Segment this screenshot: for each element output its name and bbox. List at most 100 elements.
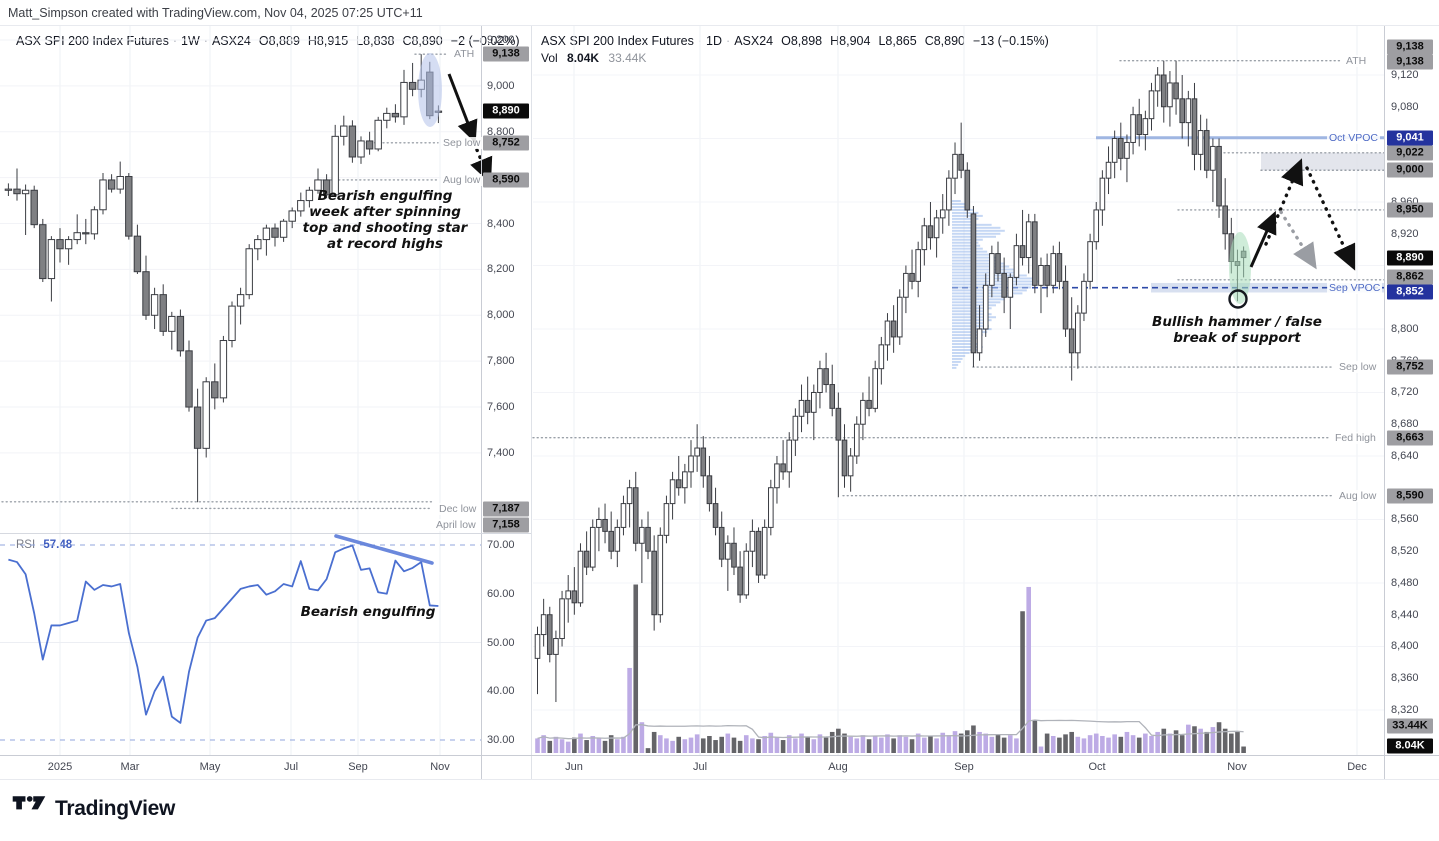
daily-month-label[interactable]: Aug	[828, 761, 848, 773]
candle	[1032, 213, 1038, 294]
weekly-month-label[interactable]: 2025	[47, 761, 73, 773]
candle-body	[159, 294, 167, 332]
candle-body	[976, 328, 983, 354]
weekly-symbol-name[interactable]: ASX SPI 200 Index Futures	[16, 34, 169, 48]
volume-bar	[1229, 733, 1234, 753]
trend-arrow[interactable]	[1249, 210, 1277, 268]
candle-body	[663, 503, 670, 536]
trend-arrow[interactable]	[1264, 158, 1304, 246]
weekly-month-label[interactable]: Jul	[283, 761, 299, 773]
candle-body	[1099, 177, 1106, 211]
hammer-low-circle-marker[interactable]	[1228, 289, 1248, 309]
daily-price-axis[interactable]: 9,1209,0808,9608,9208,8008,7608,7208,680…	[1384, 25, 1439, 755]
weekly-month-label[interactable]: Nov	[430, 761, 450, 773]
candle-body	[1142, 118, 1149, 136]
separator-dot: ·	[726, 34, 731, 48]
candle	[1136, 98, 1143, 147]
volume-bar	[971, 725, 976, 753]
bottom-border	[0, 779, 1439, 780]
ohlc-value: C8,890	[402, 34, 443, 48]
highlight-ellipse[interactable]	[418, 53, 442, 127]
volume-profile-row	[952, 229, 1005, 232]
trend-arrow[interactable]	[470, 148, 493, 184]
candle	[927, 201, 934, 250]
weekly-annotation-text[interactable]: at record highs	[327, 236, 443, 252]
volume-bar	[737, 740, 743, 753]
candle	[1210, 138, 1216, 202]
candle-body	[236, 294, 245, 307]
candle	[1007, 273, 1014, 329]
candle-body	[694, 447, 700, 457]
daily-symbol-name[interactable]: ASX SPI 200 Index Futures	[541, 34, 694, 48]
time-axis[interactable]: 2025 Mar May Jul Sep Nov Jun Jul Aug Sep Oct Nov Dec	[0, 755, 1439, 779]
daily-month-label[interactable]: Oct	[1088, 761, 1106, 773]
volume-bar	[670, 740, 675, 753]
weekly-candles[interactable]	[4, 54, 443, 503]
rsi-trendline[interactable]	[334, 534, 434, 565]
weekly-month-label[interactable]: Mar	[120, 761, 140, 773]
daily-month-label[interactable]: Jun	[565, 761, 583, 773]
daily-annotation-text[interactable]: Bullish hammer / false	[1152, 314, 1322, 330]
candle-body	[761, 526, 768, 576]
candle	[125, 173, 133, 240]
candle-body	[749, 530, 756, 552]
daily-price-badge: 33.44K	[1387, 718, 1433, 734]
volume-bar	[713, 740, 718, 753]
candle	[1148, 82, 1155, 131]
candle-body	[989, 253, 995, 286]
candle-body	[150, 294, 159, 316]
highlight-ellipse[interactable]	[1229, 232, 1251, 304]
weekly-annotation-text[interactable]: week after spinning	[309, 204, 461, 220]
rsi-legend[interactable]: RSI 57.48	[16, 539, 72, 551]
weekly-chart-title[interactable]: ASX SPI 200 Index Futures · 1W · ASX24 O8,889…	[16, 34, 520, 48]
volume-bar	[1069, 731, 1074, 753]
candle	[921, 217, 928, 266]
daily-month-label[interactable]: Nov	[1227, 761, 1247, 773]
candle-body	[1068, 328, 1075, 354]
candle	[1160, 60, 1167, 123]
volume-profile-row	[952, 238, 983, 241]
candle-body	[99, 179, 107, 211]
daily-month-label[interactable]: Jul	[692, 761, 708, 773]
weekly-annotation-text[interactable]: Bearish engulfing	[318, 188, 453, 204]
volume-bar	[805, 736, 810, 753]
weekly-price-axis[interactable]: 9,200 9,000 8,800 8,400 8,200 8,000 7,800 7,600…	[481, 25, 531, 755]
daily-axis-tick: 8,640	[1391, 449, 1419, 462]
tradingview-logo[interactable]: TradingView	[12, 794, 175, 824]
daily-price-badge: 8,752	[1387, 359, 1433, 375]
daily-candles[interactable]	[534, 60, 1247, 703]
candle	[236, 287, 245, 325]
daily-month-label[interactable]: Sep	[954, 761, 974, 773]
trend-arrow[interactable]	[1279, 210, 1317, 270]
daily-axis-tick: 8,480	[1391, 576, 1419, 589]
volume-bar	[1057, 737, 1062, 753]
weekly-month-label[interactable]: Sep	[348, 761, 368, 773]
candle	[602, 503, 608, 544]
weekly-timeframe[interactable]: 1W	[181, 34, 200, 48]
candle-body	[884, 320, 891, 346]
trend-arrow[interactable]	[447, 73, 478, 144]
weekly-annotation-text[interactable]: top and shooting star	[303, 220, 469, 236]
candle-body	[995, 253, 1001, 274]
candle-body	[365, 140, 374, 150]
daily-month-label[interactable]: Dec	[1347, 761, 1367, 773]
candle	[314, 168, 322, 194]
weekly-month-label[interactable]: May	[199, 761, 221, 773]
rsi-pane[interactable]	[0, 544, 481, 741]
candle	[1025, 213, 1032, 274]
ohlc-value: C8,890	[924, 34, 965, 48]
candle-body	[792, 415, 799, 441]
volume-bar	[1204, 731, 1210, 753]
trend-arrow[interactable]	[1305, 166, 1356, 271]
candle	[841, 424, 848, 488]
daily-timeframe[interactable]: 1D	[706, 34, 723, 48]
daily-annotation-text[interactable]: break of support	[1173, 330, 1301, 346]
volume-bar	[658, 735, 663, 753]
candle	[559, 590, 565, 647]
candle-body	[30, 189, 38, 226]
rsi-annotation-text[interactable]: Bearish engulfing	[301, 604, 436, 620]
candle-body	[774, 463, 780, 489]
candle-body	[841, 439, 848, 477]
